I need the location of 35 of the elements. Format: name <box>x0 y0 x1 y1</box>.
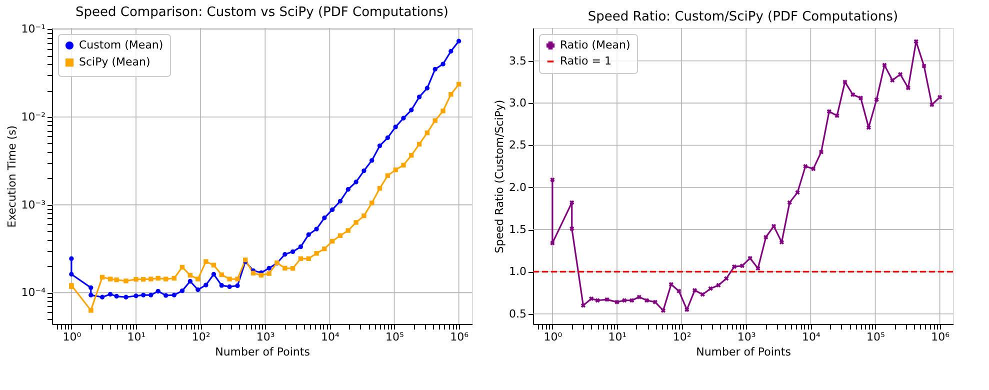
x-tick-label: 10¹ <box>608 330 627 344</box>
y-tick-label: 2.0 <box>509 180 526 194</box>
legend-label: Custom (Mean) <box>79 38 164 52</box>
x-tick-label: 10⁶ <box>931 330 950 344</box>
y-tick-label: 10⁻¹ <box>21 22 46 36</box>
chart-title: Speed Ratio: Custom/SciPy (PDF Computations) <box>588 10 898 25</box>
y-tick-label: 1.0 <box>509 265 526 278</box>
x-tick-label: 10¹ <box>127 330 146 344</box>
x-tick-label: 10⁶ <box>450 330 470 344</box>
x-tick-label: 10⁴ <box>320 330 340 344</box>
legend-label: Ratio = 1 <box>560 54 612 68</box>
y-tick-label: 3.0 <box>509 96 526 110</box>
x-axis-title: Number of Points <box>696 346 792 358</box>
x-axis-title: Number of Points <box>215 346 310 358</box>
x-tick-label: 10⁵ <box>866 330 885 344</box>
x-tick-label: 10³ <box>737 330 756 344</box>
y-tick-label: 10⁻³ <box>21 198 46 212</box>
legend-label: Ratio (Mean) <box>560 38 630 52</box>
y-tick-label: 2.5 <box>509 138 526 152</box>
y-axis-title: Execution Time (s) <box>5 125 18 228</box>
x-tick-label: 10⁴ <box>802 330 821 344</box>
x-tick-label: 10² <box>672 330 692 344</box>
y-axis-title: Speed Ratio (Custom/SciPy) <box>493 100 506 254</box>
x-tick-label: 10⁵ <box>386 330 404 344</box>
x-tick-label: 10² <box>192 330 210 344</box>
y-tick-label: 0.5 <box>509 307 526 320</box>
y-tick-label: 10⁻² <box>21 110 46 124</box>
chart-title: Speed Comparison: Custom vs SciPy (PDF Computations) <box>76 5 448 20</box>
x-tick-label: 10⁰ <box>62 330 82 344</box>
x-tick-label: 10⁰ <box>544 330 563 344</box>
y-tick-label: 3.5 <box>509 54 526 68</box>
y-tick-label: 1.5 <box>509 223 526 236</box>
y-tick-label: 10⁻⁴ <box>21 286 46 300</box>
legend-label: SciPy (Mean) <box>79 56 150 68</box>
x-tick-label: 10³ <box>256 330 275 344</box>
